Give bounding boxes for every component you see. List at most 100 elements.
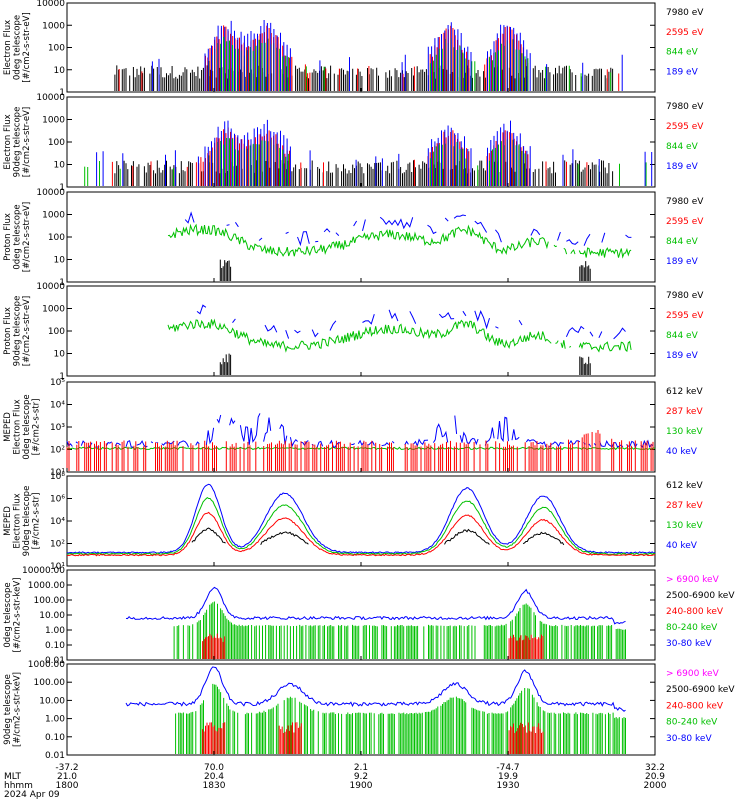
ylabel-line: 90deg telescope xyxy=(22,486,32,557)
panel-p4: 1 10 100 1000 10000 Proton Flux 90deg telescop… xyxy=(3,282,704,382)
legend-entry: 2500-6900 keV xyxy=(666,591,735,601)
series-trace xyxy=(125,586,626,625)
ytick-label: 1.00 xyxy=(45,626,65,636)
ytick-label: 10² xyxy=(50,540,65,550)
legend-entry: 612 keV xyxy=(666,481,703,491)
series-trace xyxy=(125,666,626,712)
ytick-label: 100 xyxy=(48,327,65,337)
ytick-label: 0.10 xyxy=(45,641,65,651)
series-trace xyxy=(219,353,591,375)
ytick-label: 100 xyxy=(48,233,65,243)
ylabel-line: Electron Flux xyxy=(13,399,23,454)
series-trace xyxy=(167,318,632,353)
legend-entry: 240-800 keV xyxy=(666,701,724,711)
legend-entry: 30-80 keV xyxy=(666,639,712,649)
xaxis-row-label: 2024 Apr 09 xyxy=(4,790,60,800)
ytick-label: 10² xyxy=(50,446,65,456)
traces xyxy=(66,413,656,471)
xtick-mlt: 20.4 xyxy=(204,772,224,782)
ylabel-line: [#/cm2-s-str-eV] xyxy=(22,12,32,82)
ylabel-line: [#/cm2-s-str-eV] xyxy=(22,107,32,177)
ylabel-line: 0deg telescope xyxy=(3,582,13,647)
ytick-label: 1 xyxy=(59,88,65,98)
ytick-label: 1000.00 xyxy=(28,581,65,591)
series-trace xyxy=(96,119,653,186)
traces xyxy=(167,304,632,375)
ytick-label: 100 xyxy=(48,44,65,54)
legend-entry: 189 eV xyxy=(666,162,699,172)
panel-p2: 1 10 100 1000 10000 Electron Flux 90deg telesc… xyxy=(3,93,704,193)
xtick-hhmm: 1830 xyxy=(203,781,226,791)
ylabel-line: Proton Flux xyxy=(3,307,13,355)
ytick-label: 10⁴ xyxy=(50,401,65,411)
series-trace xyxy=(67,496,656,556)
ylabel-line: [#/cm2-s-str-eV] xyxy=(22,202,32,272)
panel-p8: 0.01 0.10 1.00 10.00 100.00 1000.00 90deg tele… xyxy=(3,660,735,761)
series-trace xyxy=(202,722,544,754)
legend-entry: 7980 eV xyxy=(666,291,704,301)
ytick-label: 1000.00 xyxy=(28,660,65,670)
ytick-label: 1 xyxy=(59,372,65,382)
legend-entry: 80-240 keV xyxy=(666,718,718,728)
ylabel-line: 0deg telescope xyxy=(22,394,32,459)
ytick-label: 10⁶ xyxy=(50,495,65,505)
legend-entry: 844 eV xyxy=(666,142,699,152)
ylabel-line: [#/cm2-s-str] xyxy=(32,493,42,550)
legend-entry: 30-80 keV xyxy=(666,734,712,744)
legend-entry: 189 eV xyxy=(666,351,699,361)
ytick-label: 10000.00 xyxy=(22,566,65,576)
ylabel-line: Electron Flux xyxy=(13,493,23,548)
legend-entry: 844 eV xyxy=(666,237,699,247)
ytick-label: 0.10 xyxy=(45,733,65,743)
xtick-lat: 2.1 xyxy=(354,763,368,773)
traces xyxy=(125,666,626,754)
ytick-label: 1 xyxy=(59,278,65,288)
legend-entry: 2595 eV xyxy=(666,28,704,38)
ytick-label: 100.00 xyxy=(34,678,66,688)
legend-entry: 612 keV xyxy=(666,387,703,397)
series-trace xyxy=(184,211,632,247)
ytick-label: 10⁵ xyxy=(50,378,65,388)
ytick-label: 10000 xyxy=(36,93,65,103)
legend-entry: 40 keV xyxy=(666,541,698,551)
xtick-mlt: 20.9 xyxy=(645,772,665,782)
legend-entry: 2500-6900 keV xyxy=(666,685,735,695)
ytick-label: 1000 xyxy=(42,211,65,221)
ylabel-line: [#/cm2-s-str] xyxy=(32,399,42,456)
ytick-label: 10³ xyxy=(50,423,65,433)
xtick-lat: 70.0 xyxy=(204,763,224,773)
panel-p7: 0.01 0.10 1.00 10.00 100.00 1000.00 10000.00 0d… xyxy=(3,566,735,666)
xtick-hhmm: 1900 xyxy=(350,781,373,791)
ytick-label: 1 xyxy=(59,183,65,193)
panel-p5: 10¹ 10² 10³ 10⁴ 10⁵ MEPED Electron Flux 0deg te… xyxy=(3,378,703,478)
ytick-label: 100.00 xyxy=(34,596,66,606)
traces xyxy=(66,483,656,557)
ytick-label: 10 xyxy=(54,161,66,171)
ylabel-line: Electron Flux xyxy=(3,20,13,75)
traces xyxy=(167,211,632,281)
ytick-label: 10⁴ xyxy=(50,517,65,527)
ytick-label: 0.01 xyxy=(45,656,65,666)
legend-entry: 7980 eV xyxy=(666,8,704,18)
legend-entry: 7980 eV xyxy=(666,197,704,207)
ytick-label: 10 xyxy=(54,66,66,76)
ylabel-line: Proton Flux xyxy=(3,213,13,261)
panel-p6: 10¹ 10² 10⁴ 10⁶ 10⁸ MEPED Electron Flux 90deg t… xyxy=(3,472,703,572)
series-trace xyxy=(167,223,632,259)
ytick-label: 10 xyxy=(54,350,66,360)
legend-entry: > 6900 keV xyxy=(666,669,720,679)
ytick-label: 10¹ xyxy=(50,468,65,478)
legend-entry: 40 keV xyxy=(666,447,698,457)
ylabel-line: MEPED xyxy=(3,506,13,536)
ytick-label: 1000 xyxy=(42,116,65,126)
traces xyxy=(125,586,626,659)
legend-entry: 287 keV xyxy=(666,407,703,417)
ylabel-line: 0deg telescope xyxy=(13,204,23,269)
ytick-label: 10.00 xyxy=(39,611,65,621)
series-trace xyxy=(114,160,614,186)
xtick-mlt: 21.0 xyxy=(57,772,77,782)
legend-entry: 2595 eV xyxy=(666,311,704,321)
ytick-label: 10¹ xyxy=(50,562,65,572)
series-trace xyxy=(66,511,656,557)
